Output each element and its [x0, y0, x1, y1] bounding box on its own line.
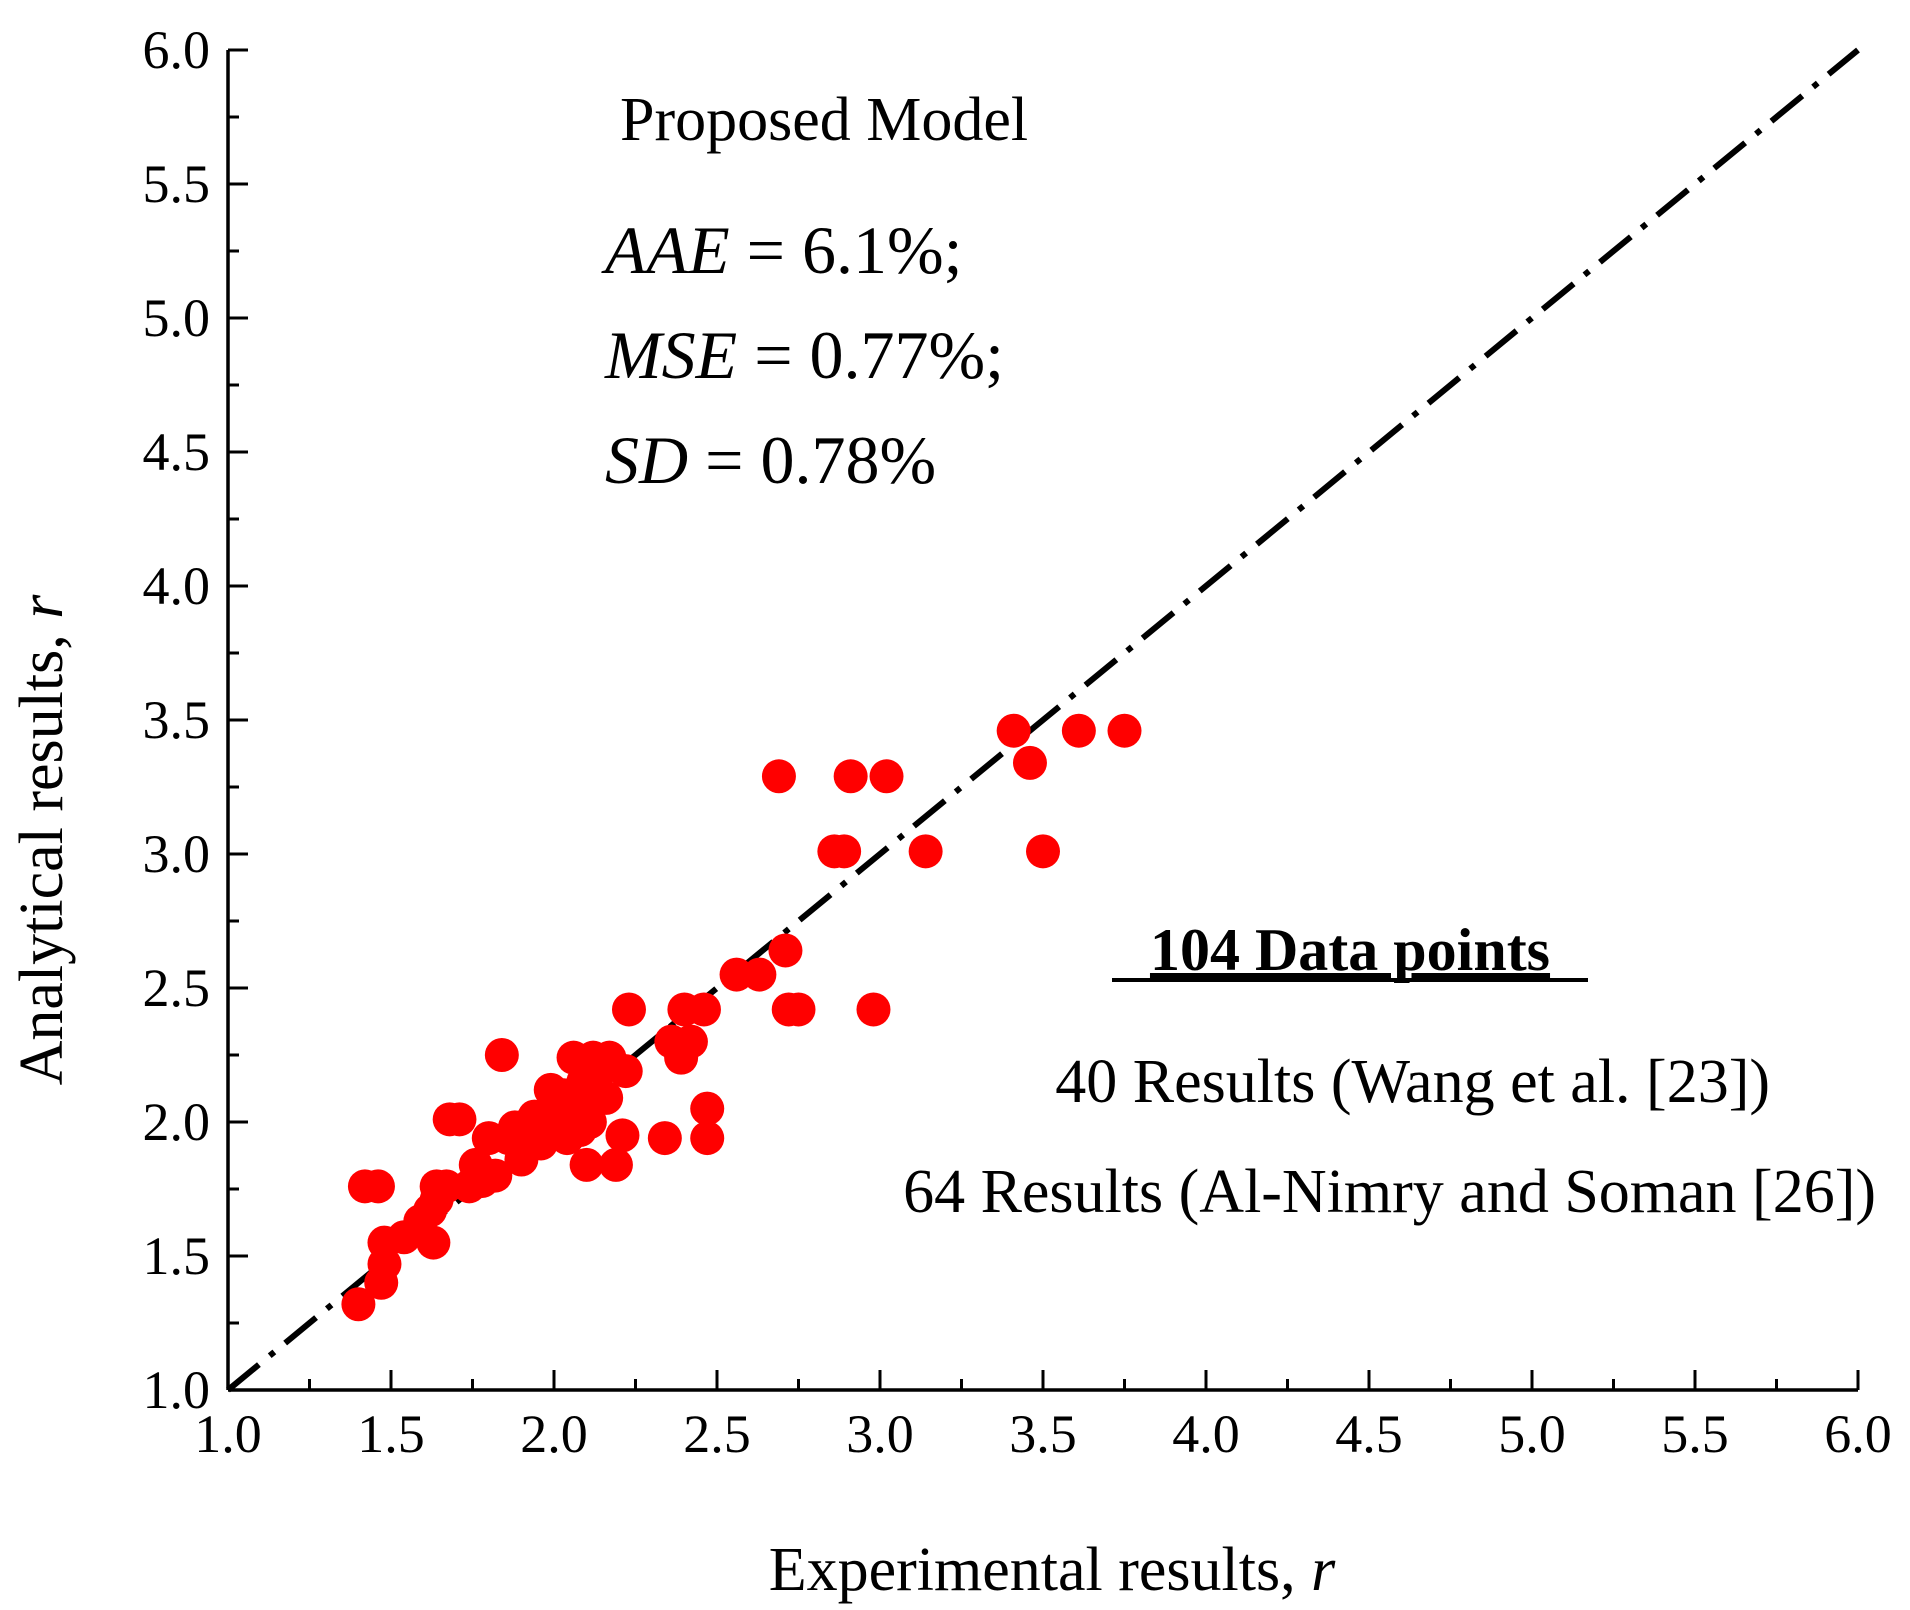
- x-tick-label: 1.5: [357, 1404, 425, 1464]
- data-point: [341, 1287, 376, 1322]
- x-tick-label: 1.0: [194, 1404, 262, 1464]
- data-point: [673, 1024, 708, 1059]
- data-point: [647, 1121, 682, 1156]
- data-point: [1107, 713, 1142, 748]
- data-point: [1026, 834, 1060, 869]
- data-point: [908, 834, 943, 869]
- x-axis-label: Experimental results, r: [769, 1536, 1336, 1604]
- data-point: [572, 1105, 607, 1139]
- model-label: Proposed Model: [620, 86, 1028, 154]
- data-point: [996, 713, 1031, 748]
- y-tick-label: 5.0: [143, 288, 211, 348]
- x-tick-label: 6.0: [1824, 1404, 1892, 1464]
- y-tick-label: 4.5: [143, 422, 211, 482]
- x-tick-label: 4.5: [1335, 1404, 1403, 1464]
- data-point: [690, 1121, 725, 1156]
- axis-ticks: 1.0 1.5 2.0 2.5 3.0 3.5 4.0 4.5 5.0 5.5 6.0 1.0 1.5 2…: [143, 20, 1892, 1464]
- data-point: [768, 933, 803, 968]
- data-point: [1061, 713, 1096, 748]
- source-wang: 40 Results (Wang et al. [23]): [1055, 1048, 1770, 1116]
- x-tick-label: 5.0: [1498, 1404, 1566, 1464]
- y-tick-label: 3.5: [143, 690, 211, 750]
- data-point: [833, 759, 868, 794]
- data-point: [611, 992, 646, 1027]
- y-tick-label: 6.0: [143, 20, 211, 80]
- data-point: [690, 1091, 725, 1126]
- data-point: [869, 759, 904, 794]
- x-tick-label: 3.0: [846, 1404, 914, 1464]
- data-point: [742, 957, 777, 992]
- data-point: [608, 1054, 643, 1089]
- data-point: [605, 1118, 640, 1153]
- data-point: [569, 1147, 604, 1182]
- data-point: [598, 1147, 633, 1182]
- y-tick-label: 3.0: [143, 824, 211, 884]
- y-tick-label: 2.0: [143, 1092, 211, 1152]
- axes-layer: [226, 50, 1858, 1392]
- data-point: [686, 992, 721, 1027]
- data-point: [484, 1038, 519, 1072]
- x-tick-label: 4.0: [1172, 1404, 1240, 1464]
- data-point: [827, 834, 862, 869]
- y-tick-label: 1.0: [143, 1360, 211, 1420]
- data-count-title: 104 Data points: [1150, 917, 1550, 983]
- source-alnimry: 64 Results (Al-Nimry and Soman [26]): [903, 1158, 1876, 1226]
- data-point: [442, 1102, 477, 1137]
- data-point: [1012, 745, 1047, 780]
- y-axis-label: Analytical results, r: [8, 594, 76, 1086]
- data-point: [478, 1158, 513, 1193]
- data-point: [781, 992, 816, 1027]
- y-tick-label: 4.0: [143, 556, 211, 616]
- stat-mse: MSE = 0.77%;: [604, 317, 1004, 393]
- data-point: [856, 992, 891, 1027]
- x-tick-label: 2.5: [683, 1404, 751, 1464]
- data-points-layer: [341, 713, 1142, 1322]
- y-tick-label: 2.5: [143, 958, 211, 1018]
- x-tick-label: 3.5: [1009, 1404, 1077, 1464]
- data-point: [761, 759, 796, 794]
- data-point: [360, 1169, 395, 1204]
- stat-sd: SD = 0.78%: [605, 422, 936, 498]
- data-point: [589, 1080, 624, 1115]
- stat-aae: AAE = 6.1%;: [601, 212, 963, 288]
- y-tick-label: 5.5: [143, 154, 211, 214]
- x-tick-label: 2.0: [520, 1404, 588, 1464]
- data-point: [416, 1225, 451, 1260]
- y-tick-label: 1.5: [143, 1226, 211, 1286]
- x-tick-label: 5.5: [1661, 1404, 1729, 1464]
